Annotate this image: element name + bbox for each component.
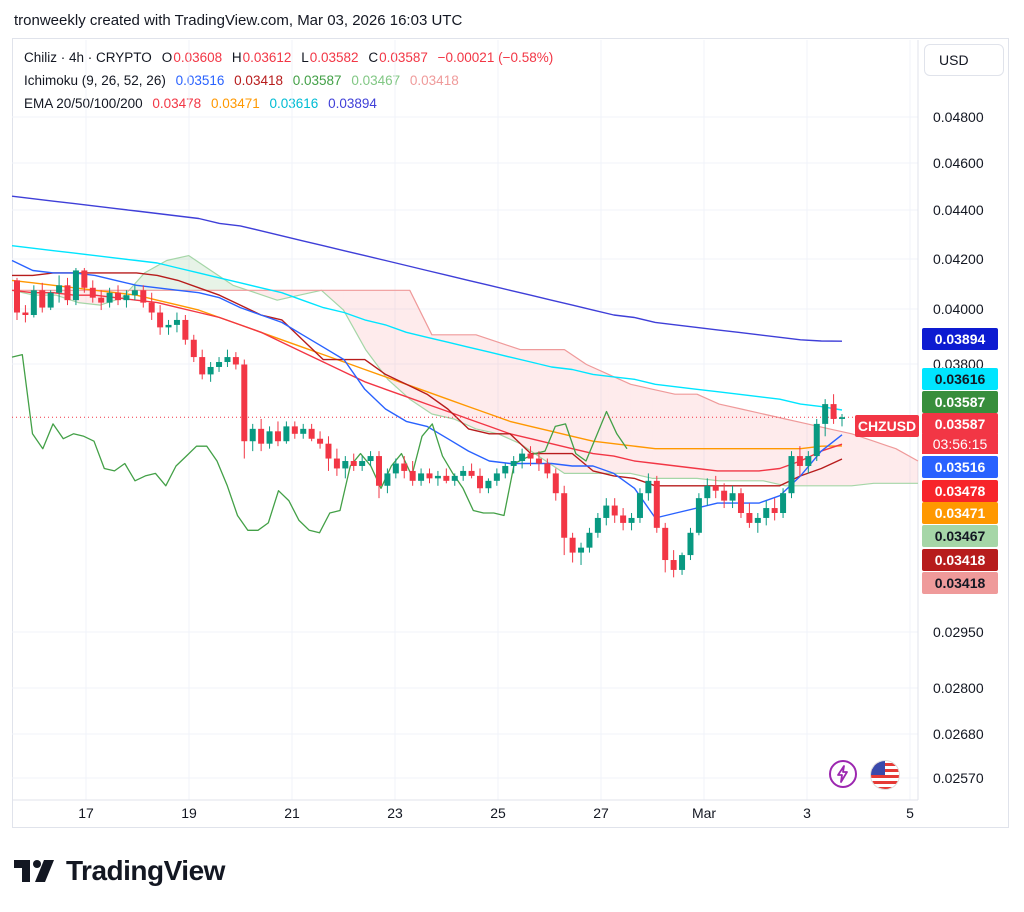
legend-l-label: L: [301, 50, 309, 65]
legend-h-label: H: [231, 50, 242, 65]
header-credit: tronweekly created with TradingView.com,…: [14, 12, 463, 29]
legend-high: 0.03612: [242, 50, 292, 65]
ichimoku-tenkan-value: 0.03516: [175, 73, 225, 88]
currency-button[interactable]: USD: [924, 44, 1004, 76]
ichimoku-span-a-value: 0.03467: [351, 73, 401, 88]
legend-ema: EMA 20/50/100/200 0.03478 0.03471 0.0361…: [24, 96, 383, 111]
legend-c-label: C: [368, 50, 379, 65]
legend-ichimoku: Ichimoku (9, 26, 52, 26) 0.03516 0.03418…: [24, 73, 465, 88]
chart-frame[interactable]: [12, 38, 1009, 828]
legend-ohlc: Chiliz · 4h · CRYPTO O0.03608 H0.03612 L0…: [24, 50, 559, 65]
ema200-value: 0.03894: [328, 96, 377, 111]
ema100-value: 0.03616: [269, 96, 319, 111]
ema20-value: 0.03478: [152, 96, 202, 111]
legend-open: 0.03608: [173, 50, 223, 65]
tv-logo-icon: [14, 860, 54, 882]
tradingview-logo[interactable]: TradingView: [14, 855, 225, 887]
legend-change: −0.00021 (−0.58%): [437, 50, 554, 65]
lightning-icon[interactable]: [829, 760, 857, 788]
ichimoku-kijun-value: 0.03418: [234, 73, 283, 88]
tradingview-wordmark: TradingView: [66, 855, 225, 886]
ichimoku-span-b-value: 0.03418: [409, 73, 459, 88]
legend-symbol[interactable]: Chiliz · 4h · CRYPTO: [24, 50, 152, 65]
legend-close: 0.03587: [379, 50, 428, 65]
legend-o-label: O: [161, 50, 173, 65]
ichimoku-chikou-value: 0.03587: [292, 73, 342, 88]
ichimoku-label[interactable]: Ichimoku (9, 26, 52, 26): [24, 73, 166, 88]
ema50-value: 0.03471: [210, 96, 260, 111]
ema-label[interactable]: EMA 20/50/100/200: [24, 96, 143, 111]
us-flag-icon[interactable]: [870, 760, 900, 790]
legend-low: 0.03582: [309, 50, 359, 65]
